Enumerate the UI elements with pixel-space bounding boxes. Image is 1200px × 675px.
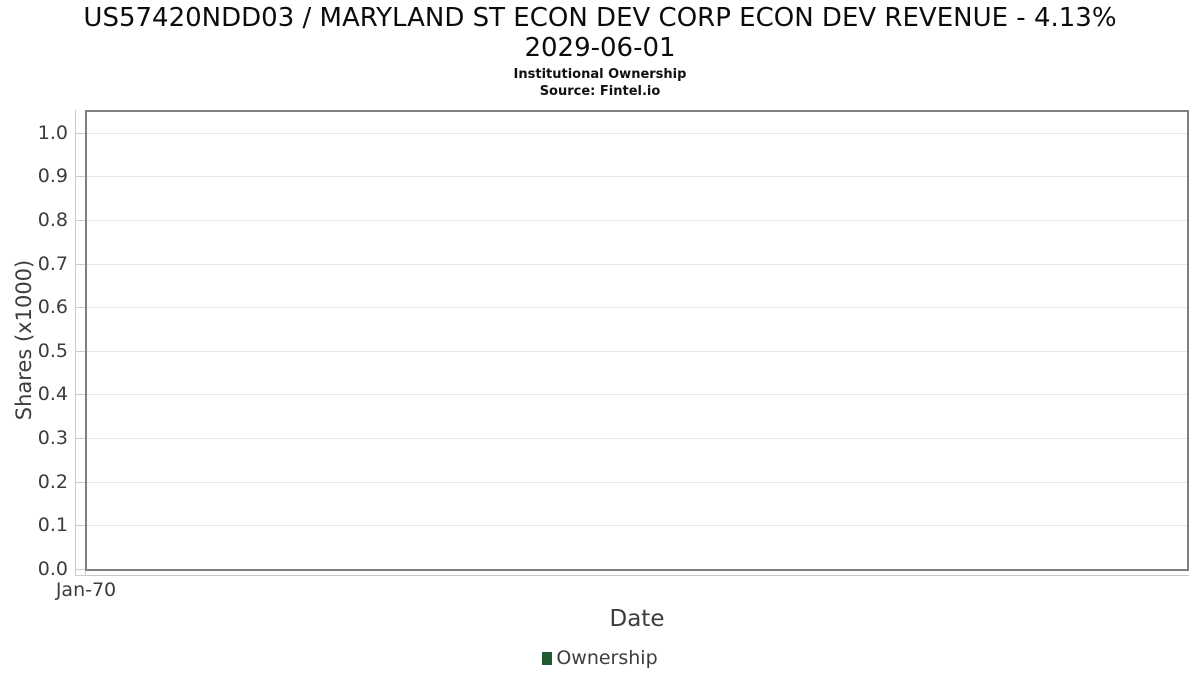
y-axis-line [75, 110, 76, 576]
gridline-y-0.1 [87, 525, 1187, 527]
y-tick-label-0.8: 0.8 [37, 208, 68, 231]
y-tick-mark-0.7 [75, 263, 85, 265]
x-tick-mark [85, 571, 86, 576]
y-tick-mark-0.1 [75, 525, 85, 527]
legend-label-ownership: Ownership [556, 647, 658, 669]
y-tick-label-0.7: 0.7 [37, 252, 68, 275]
chart-title-line-2: 2029-06-01 [524, 33, 676, 63]
plot-area [85, 110, 1189, 571]
y-tick-label-0.1: 0.1 [37, 514, 68, 537]
y-tick-label-0.6: 0.6 [37, 296, 68, 319]
chart-title: US57420NDD03 / MARYLAND ST ECON DEV CORP… [0, 3, 1200, 63]
y-tick-label-0.9: 0.9 [37, 165, 68, 188]
y-tick-label-0.4: 0.4 [37, 383, 68, 406]
y-tick-mark-0.3 [75, 438, 85, 440]
gridline-y-0.7 [87, 263, 1187, 265]
y-tick-mark-0.8 [75, 219, 85, 221]
y-tick-label-0.0: 0.0 [37, 558, 68, 580]
x-tick-label: Jan-70 [55, 579, 117, 601]
y-tick-mark-0.0 [75, 569, 85, 570]
x-axis-line [75, 575, 1189, 576]
gridline-y-0.9 [87, 176, 1187, 178]
gridline-y-0.8 [87, 219, 1187, 221]
gridline-y-1.0 [87, 132, 1187, 134]
legend: Ownership [0, 646, 1200, 670]
y-tick-mark-0.4 [75, 394, 85, 396]
y-tick-mark-0.5 [75, 350, 85, 352]
gridline-y-0.5 [87, 350, 1187, 352]
legend-marker-ownership [542, 651, 553, 665]
y-tick-mark-0.2 [75, 481, 85, 483]
x-axis-title: Date [609, 606, 665, 632]
gridline-y-0.2 [87, 481, 1187, 483]
chart-subtitle: Institutional Ownership [513, 67, 687, 82]
y-tick-label-1.0: 1.0 [37, 121, 68, 144]
y-tick-mark-0.6 [75, 307, 85, 309]
gridline-y-0.3 [87, 438, 1187, 440]
gridline-y-0.4 [87, 394, 1187, 396]
y-tick-label-0.3: 0.3 [37, 427, 68, 450]
y-tick-label-0.2: 0.2 [37, 470, 68, 493]
y-tick-mark-0.9 [75, 176, 85, 178]
gridline-y-0.6 [87, 307, 1187, 309]
y-tick-mark-1.0 [75, 132, 85, 134]
chart-source: Source: Fintel.io [539, 84, 661, 99]
chart-title-line-1: US57420NDD03 / MARYLAND ST ECON DEV CORP… [83, 3, 1117, 33]
y-tick-label-0.5: 0.5 [37, 339, 68, 362]
